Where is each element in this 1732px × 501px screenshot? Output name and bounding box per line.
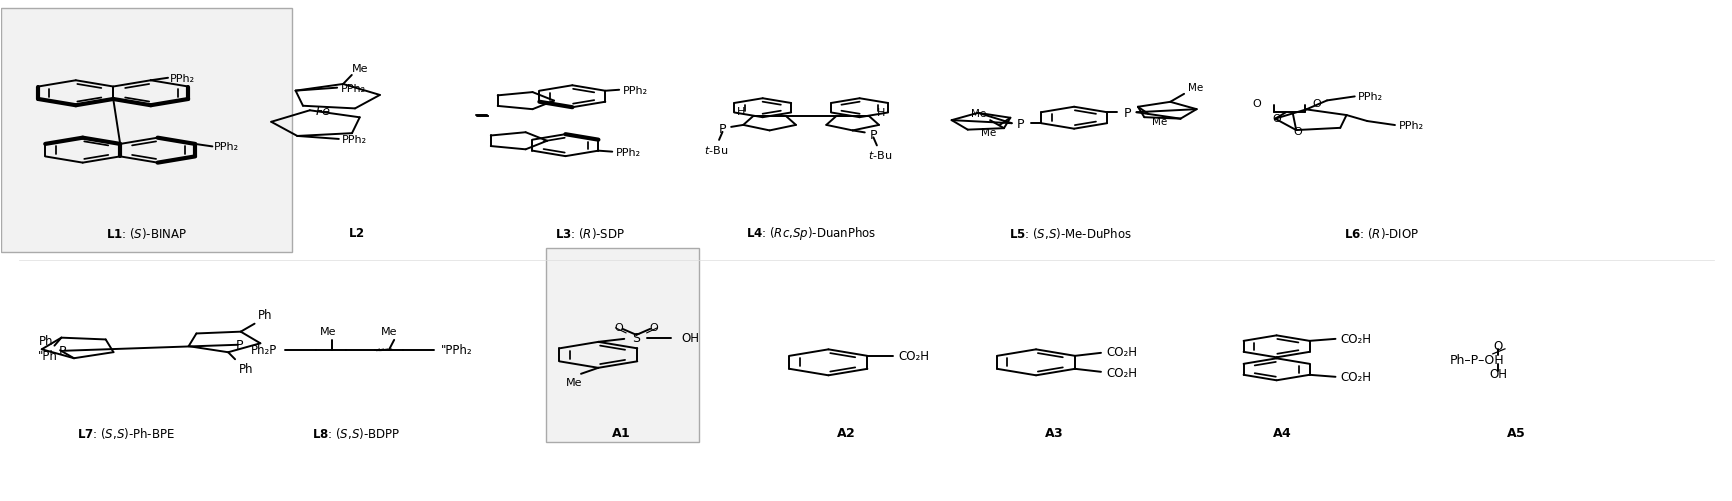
- Text: Me: Me: [1152, 117, 1166, 127]
- Text: Me: Me: [320, 327, 336, 337]
- Text: $\mathbf{L3}$: ($R$)-SDP: $\mathbf{L3}$: ($R$)-SDP: [554, 225, 624, 240]
- Text: OH: OH: [681, 332, 700, 345]
- Text: $t$-Bu: $t$-Bu: [703, 144, 727, 155]
- Text: $t$-Bu: $t$-Bu: [868, 149, 892, 161]
- Text: P: P: [1017, 117, 1024, 130]
- Text: Me: Me: [972, 109, 986, 119]
- Text: P: P: [869, 129, 876, 142]
- Text: P: P: [236, 339, 242, 352]
- Text: CO₂H: CO₂H: [1105, 346, 1136, 359]
- Text: PPh₂: PPh₂: [341, 84, 365, 94]
- Text: $\mathbf{L1}$: ($S$)-BINAP: $\mathbf{L1}$: ($S$)-BINAP: [106, 225, 187, 240]
- Text: $\mathbf{L2}$: $\mathbf{L2}$: [348, 226, 364, 239]
- Text: PPh₂: PPh₂: [215, 142, 239, 152]
- Text: Ph: Ph: [258, 308, 272, 321]
- Text: PPh₂: PPh₂: [615, 147, 641, 157]
- Text: Ph₂P: Ph₂P: [251, 344, 277, 357]
- Text: Me: Me: [566, 377, 582, 387]
- Text: OH: OH: [1488, 368, 1507, 381]
- Text: $\mathbf{A1}$: $\mathbf{A1}$: [611, 426, 630, 439]
- Text: H: H: [736, 107, 745, 117]
- Text: "Ph: "Ph: [38, 349, 57, 362]
- FancyBboxPatch shape: [2, 9, 293, 253]
- Text: $\mathbf{L6}$: ($R$)-DIOP: $\mathbf{L6}$: ($R$)-DIOP: [1344, 225, 1419, 240]
- Text: Me: Me: [980, 127, 996, 137]
- Text: $\mathbf{L4}$: ($Rc$,$Sp$)-DuanPhos: $\mathbf{L4}$: ($Rc$,$Sp$)-DuanPhos: [745, 224, 876, 241]
- Text: Fe: Fe: [315, 105, 331, 117]
- Text: Me: Me: [381, 327, 397, 337]
- Text: CO₂H: CO₂H: [1341, 333, 1372, 346]
- Text: $\mathbf{L5}$: ($S$,$S$)-Me-DuPhos: $\mathbf{L5}$: ($S$,$S$)-Me-DuPhos: [1008, 225, 1131, 240]
- Text: Ph–P–OH: Ph–P–OH: [1450, 354, 1503, 367]
- Text: PPh₂: PPh₂: [170, 74, 194, 84]
- Text: Me: Me: [352, 64, 369, 74]
- Text: "PPh₂: "PPh₂: [440, 344, 473, 357]
- FancyBboxPatch shape: [546, 248, 698, 442]
- Text: $\mathbf{A3}$: $\mathbf{A3}$: [1043, 426, 1062, 439]
- Text: Me: Me: [1186, 83, 1202, 93]
- Text: PPh₂: PPh₂: [1398, 121, 1422, 131]
- Text: H: H: [876, 108, 885, 118]
- Text: P: P: [1124, 107, 1131, 119]
- Text: O: O: [615, 322, 624, 332]
- Text: $\mathbf{A2}$: $\mathbf{A2}$: [835, 426, 856, 439]
- Text: O: O: [1493, 340, 1502, 353]
- Text: $\mathbf{L8}$: ($S$,$S$)-BDPP: $\mathbf{L8}$: ($S$,$S$)-BDPP: [312, 425, 400, 440]
- Text: $\mathbf{A4}$: $\mathbf{A4}$: [1271, 426, 1290, 439]
- Text: CO₂H: CO₂H: [897, 350, 928, 363]
- Text: CO₂H: CO₂H: [1341, 371, 1372, 384]
- Text: P: P: [719, 123, 726, 136]
- Text: O: O: [1271, 114, 1280, 124]
- Text: O: O: [1311, 99, 1320, 109]
- Text: Ph: Ph: [38, 335, 54, 348]
- Text: O: O: [650, 322, 658, 332]
- Text: PPh₂: PPh₂: [622, 86, 648, 96]
- Text: Ph: Ph: [239, 363, 253, 375]
- Text: S: S: [632, 332, 641, 345]
- Text: CO₂H: CO₂H: [1105, 367, 1136, 380]
- Text: $\mathbf{L7}$: ($S$,$S$)-Ph-BPE: $\mathbf{L7}$: ($S$,$S$)-Ph-BPE: [76, 425, 175, 440]
- Text: $\mathbf{A5}$: $\mathbf{A5}$: [1505, 426, 1524, 439]
- Text: P: P: [59, 345, 66, 358]
- Text: O: O: [1251, 99, 1259, 109]
- Text: O: O: [1292, 126, 1301, 136]
- Text: PPh₂: PPh₂: [1358, 92, 1382, 102]
- Text: PPh₂: PPh₂: [343, 135, 367, 145]
